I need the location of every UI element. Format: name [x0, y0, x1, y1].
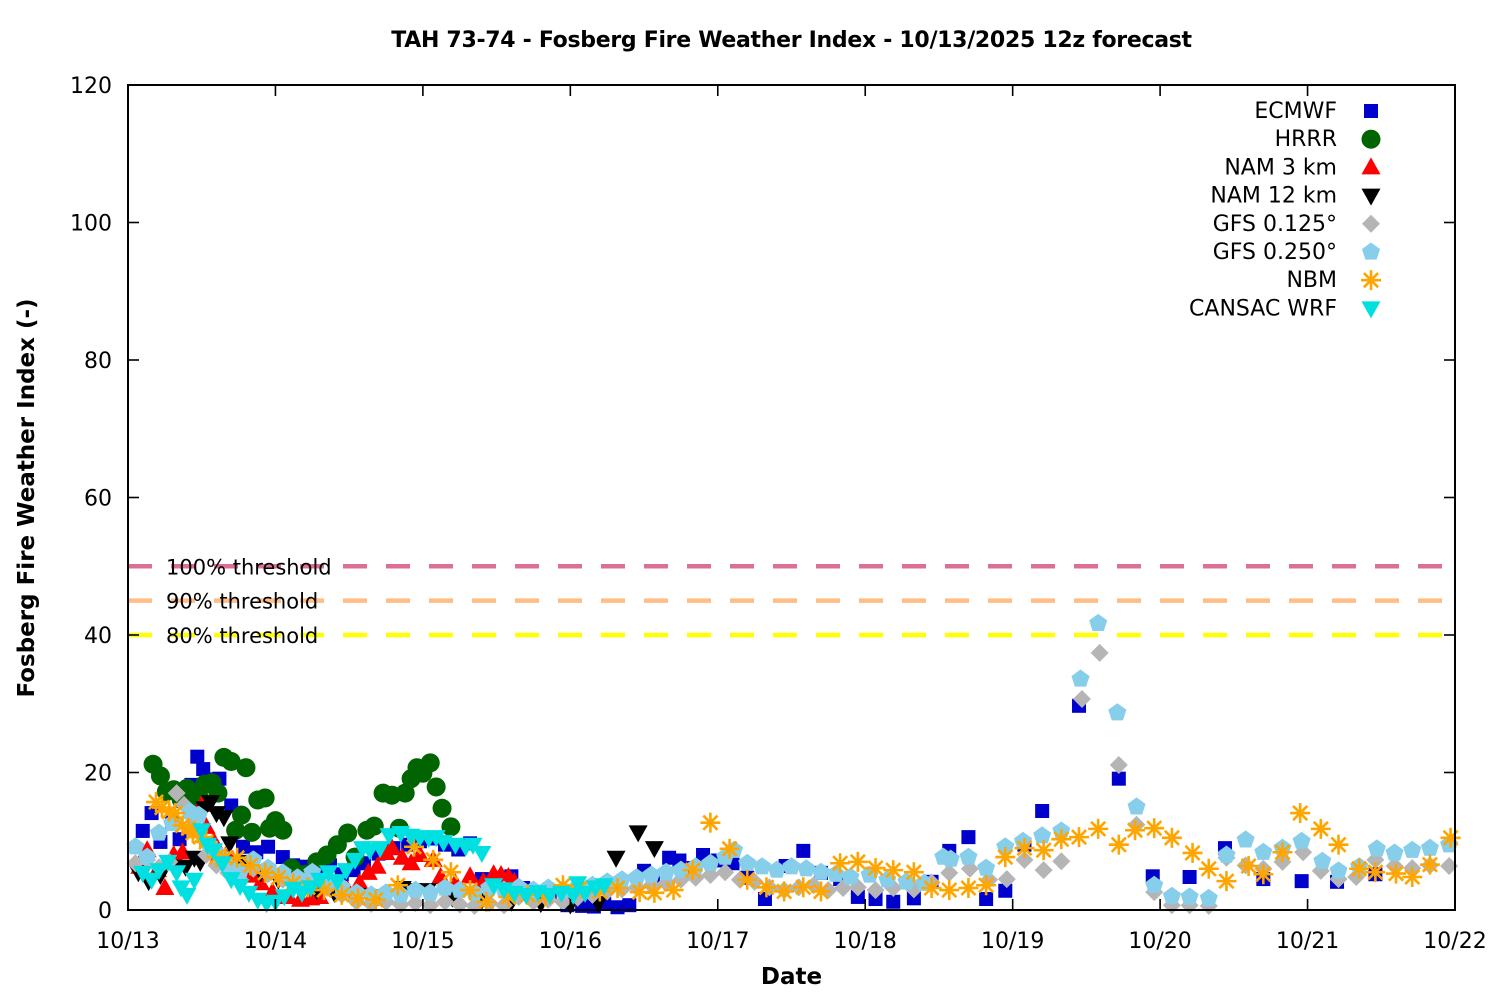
y-tick-label: 80: [84, 349, 112, 374]
threshold-label: 100% threshold: [166, 555, 332, 579]
y-tick-label: 100: [70, 212, 112, 237]
legend-label: ECMWF: [1254, 99, 1337, 124]
legend: ECMWF HRRR NAM 3 km NAM 12 km GFS 0.125° GFS …: [1189, 99, 1381, 321]
x-tick-label: 10/13: [96, 929, 159, 954]
x-tick-label: 10/17: [686, 929, 749, 954]
threshold-lines: [128, 564, 1455, 638]
x-tick-label: 10/18: [834, 929, 897, 954]
y-tick-label: 40: [84, 624, 112, 649]
x-tick-label: 10/22: [1423, 929, 1486, 954]
legend-label: HRRR: [1275, 127, 1337, 152]
legend-label: CANSAC WRF: [1189, 296, 1337, 321]
plot-border: [127, 84, 1456, 911]
threshold-label: 80% threshold: [166, 624, 318, 648]
y-tick-label: 20: [84, 762, 112, 787]
threshold-labels: 100% threshold 90% threshold 80% threshold: [166, 555, 332, 648]
threshold-label: 90% threshold: [166, 590, 318, 614]
series-CANSAC-WRF: [133, 823, 614, 914]
x-axis-label: Date: [760, 964, 823, 990]
x-tick-label: 10/21: [1276, 929, 1339, 954]
y-tick-label: 0: [98, 899, 112, 924]
legend-label: NBM: [1286, 268, 1337, 293]
y-tick-label: 60: [84, 487, 112, 512]
legend-label: NAM 3 km: [1224, 155, 1337, 180]
x-tick-label: 10/15: [391, 929, 454, 954]
legend-label: GFS 0.125°: [1213, 212, 1337, 237]
y-tick-label: 120: [70, 74, 112, 99]
chart-title: TAH 73-74 - Fosberg Fire Weather Index -…: [391, 28, 1192, 53]
legend-label: NAM 12 km: [1210, 184, 1337, 209]
x-tick-label: 10/16: [539, 929, 602, 954]
series-GFS-0-250-: [126, 613, 1459, 906]
axis-tick-labels: 10/13 10/14 10/15 10/16 10/17 10/18 10/19 10/20…: [70, 74, 1487, 954]
axis-ticks: [127, 84, 1456, 911]
x-tick-label: 10/14: [244, 929, 307, 954]
y-axis-label: Fosberg Fire Weather Index (-): [14, 298, 40, 698]
legend-label: GFS 0.250°: [1213, 240, 1337, 265]
x-tick-label: 10/20: [1128, 929, 1191, 954]
x-tick-label: 10/19: [981, 929, 1044, 954]
